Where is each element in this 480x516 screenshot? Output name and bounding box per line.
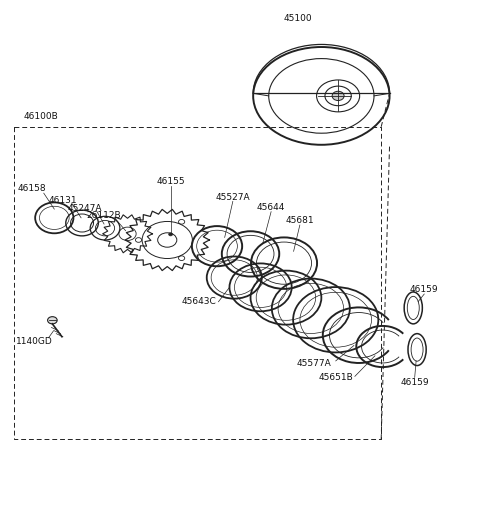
Ellipse shape <box>168 233 172 236</box>
Text: 46159: 46159 <box>400 378 429 387</box>
Text: 45100: 45100 <box>283 14 312 23</box>
Text: 45527A: 45527A <box>216 193 250 202</box>
Text: 46159: 46159 <box>410 285 439 295</box>
Text: 46158: 46158 <box>17 184 46 193</box>
Ellipse shape <box>48 317 57 324</box>
Text: 1140GD: 1140GD <box>16 337 53 346</box>
Text: 46100B: 46100B <box>24 112 59 121</box>
Text: 45577A: 45577A <box>297 359 332 368</box>
Text: 45651B: 45651B <box>318 373 353 382</box>
Text: 26112B: 26112B <box>86 211 121 220</box>
Text: 45247A: 45247A <box>67 204 102 213</box>
Text: 45644: 45644 <box>257 203 285 212</box>
Text: 45643C: 45643C <box>182 297 216 306</box>
Text: 46155: 46155 <box>156 178 185 186</box>
Ellipse shape <box>332 91 344 101</box>
Text: 46131: 46131 <box>48 196 77 205</box>
Text: 45681: 45681 <box>286 216 314 225</box>
